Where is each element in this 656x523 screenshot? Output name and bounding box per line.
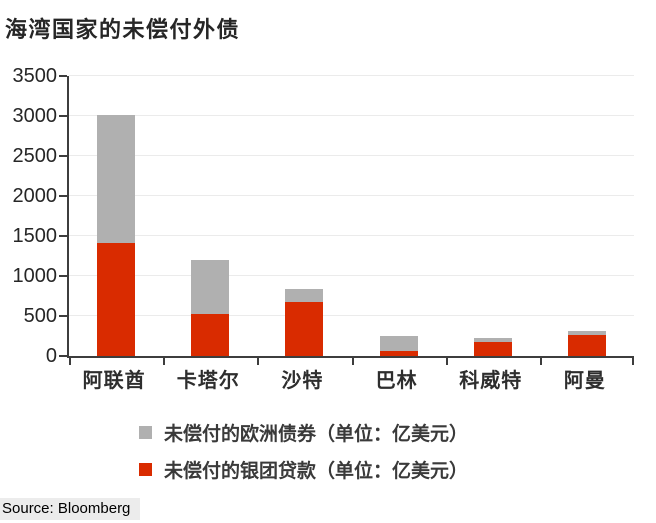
- y-tick-mark: [59, 235, 67, 237]
- bar-segment-loans: [285, 302, 324, 356]
- legend-row: 未偿付的欧洲债券（单位：亿美元）: [139, 419, 468, 446]
- gridline: [69, 115, 634, 116]
- loans-swatch: [139, 463, 152, 476]
- x-category-label: 沙特: [281, 370, 324, 392]
- y-tick-label: 3500: [12, 65, 58, 87]
- gridline: [69, 275, 634, 276]
- bar-segment-loans: [97, 243, 136, 356]
- x-category-label: 巴林: [375, 370, 418, 392]
- x-tick-mark: [539, 358, 542, 365]
- legend: 未偿付的欧洲债券（单位：亿美元） 未偿付的银团贷款（单位：亿美元）: [139, 419, 468, 483]
- x-tick-mark: [632, 358, 634, 365]
- legend-label: 未偿付的欧洲债券（单位：亿美元）: [164, 424, 469, 445]
- y-tick-label: 3000: [12, 105, 58, 127]
- bar-segment-loans: [567, 335, 606, 356]
- y-tick-label: 1500: [12, 225, 58, 247]
- bar-segment-loans: [191, 314, 230, 356]
- y-tick-mark: [59, 115, 67, 117]
- gridline: [69, 315, 634, 316]
- y-tick-mark: [59, 355, 67, 357]
- source-label: Source: Bloomberg: [0, 498, 141, 520]
- gridline: [69, 155, 634, 156]
- x-tick-mark: [257, 358, 260, 365]
- legend-row: 未偿付的银团贷款（单位：亿美元）: [139, 456, 468, 483]
- x-category-label: 科威特: [459, 370, 523, 392]
- bar-segment-eurobonds: [97, 115, 136, 244]
- y-tick-label: 2500: [12, 145, 58, 167]
- x-category-label: 阿曼: [563, 370, 606, 392]
- y-tick-mark: [59, 275, 67, 277]
- y-tick-label: 1000: [12, 265, 58, 287]
- gridline: [69, 235, 634, 236]
- legend-label: 未偿付的银团贷款（单位：亿美元）: [164, 461, 469, 482]
- plot-area: [67, 75, 634, 365]
- eurobonds-swatch: [139, 426, 152, 439]
- x-category-label: 卡塔尔: [176, 370, 240, 392]
- bar-segment-eurobonds: [379, 336, 418, 351]
- x-tick-mark: [351, 358, 354, 365]
- y-tick-mark: [59, 195, 67, 197]
- bar-segment-eurobonds: [567, 331, 606, 336]
- y-tick-label: 2000: [12, 185, 58, 207]
- x-tick-mark: [163, 358, 166, 365]
- bar-segment-loans: [473, 342, 512, 356]
- x-tick-mark: [69, 358, 71, 365]
- x-tick-mark: [445, 358, 448, 365]
- bar-segment-eurobonds: [285, 288, 324, 303]
- chart-title: 海湾国家的未偿付外债: [5, 17, 241, 42]
- y-tick-mark: [59, 75, 67, 77]
- y-tick-mark: [59, 155, 67, 157]
- y-tick-mark: [59, 315, 67, 317]
- x-category-label: 阿联酋: [82, 370, 146, 392]
- y-tick-label: 0: [45, 345, 57, 367]
- y-tick-label: 500: [23, 305, 57, 327]
- bar-segment-eurobonds: [191, 260, 230, 315]
- gridline: [69, 195, 634, 196]
- bar-segment-eurobonds: [473, 338, 512, 342]
- gridline: [69, 75, 634, 76]
- bar-segment-loans: [379, 350, 418, 356]
